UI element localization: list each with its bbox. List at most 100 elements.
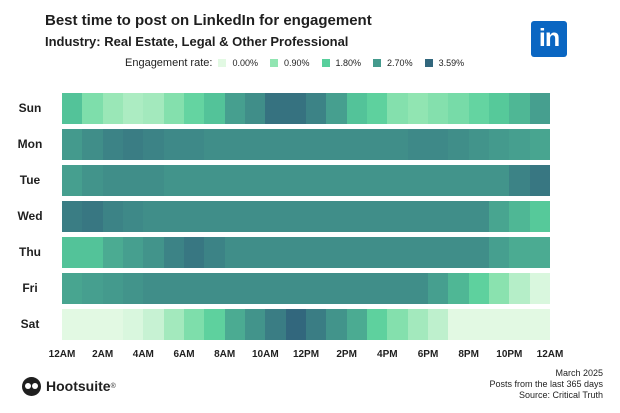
heatmap-row: [62, 165, 550, 196]
heatmap-cell: [366, 309, 388, 340]
heatmap-cell: [143, 129, 164, 160]
x-tick-label: 2PM: [336, 349, 357, 360]
heatmap-cell: [427, 129, 449, 160]
heatmap-cell: [224, 309, 245, 340]
chart-title: Best time to post on LinkedIn for engage…: [45, 12, 372, 29]
heatmap-cell: [285, 309, 306, 340]
heatmap-cell: [265, 165, 286, 196]
footer-notes: March 2025 Posts from the last 365 days …: [489, 368, 603, 401]
heatmap-cell: [407, 237, 428, 268]
heatmap-cell: [244, 129, 266, 160]
heatmap-cell: [143, 309, 164, 340]
heatmap-cell: [122, 165, 144, 196]
heatmap-cell: [143, 93, 164, 124]
heatmap-cell: [488, 273, 510, 304]
heatmap-cell: [183, 93, 205, 124]
heatmap-cell: [529, 93, 550, 124]
heatmap-cell: [305, 165, 327, 196]
heatmap-cell: [346, 273, 367, 304]
heatmap-cell: [204, 129, 225, 160]
heatmap-cell: [427, 165, 449, 196]
heatmap-cell: [387, 165, 408, 196]
heatmap-cell: [387, 201, 408, 232]
heatmap-cell: [448, 273, 469, 304]
heatmap-cell: [468, 237, 489, 268]
legend-label: 0.00%: [232, 58, 258, 68]
heatmap-cell: [529, 309, 550, 340]
chart-subtitle: Industry: Real Estate, Legal & Other Pro…: [45, 34, 349, 49]
heatmap-cell: [265, 93, 286, 124]
heatmap-cell: [346, 309, 367, 340]
heatmap-cell: [204, 273, 225, 304]
heatmap-cell: [366, 201, 388, 232]
heatmap-cell: [346, 201, 367, 232]
heatmap-cell: [244, 165, 266, 196]
heatmap-cell: [448, 93, 469, 124]
legend-swatch: [218, 59, 227, 67]
day-label: Sat: [20, 317, 40, 331]
linkedin-logo-text: in: [538, 24, 560, 52]
heatmap-cell: [163, 165, 184, 196]
heatmap-cell: [82, 273, 103, 304]
heatmap-cell: [244, 237, 266, 268]
heatmap-cell: [326, 273, 347, 304]
heatmap-cell: [488, 237, 510, 268]
heatmap-cell: [529, 201, 550, 232]
heatmap-cell: [183, 201, 205, 232]
day-label: Mon: [17, 137, 43, 151]
brand-mark: ®: [110, 382, 116, 390]
heatmap-cell: [244, 201, 266, 232]
heatmap-cell: [468, 273, 489, 304]
heatmap-cell: [183, 237, 205, 268]
heatmap-cell: [163, 93, 184, 124]
heatmap-cell: [122, 93, 144, 124]
heatmap-cell: [509, 165, 530, 196]
x-tick-label: 10AM: [251, 349, 279, 360]
heatmap-cell: [102, 309, 123, 340]
heatmap-cell: [448, 309, 469, 340]
heatmap-cell: [468, 201, 489, 232]
heatmap-cell: [305, 273, 327, 304]
linkedin-logo-icon: in: [531, 21, 567, 57]
heatmap-cell: [224, 129, 245, 160]
heatmap-cell: [285, 201, 306, 232]
footer-period: Posts from the last 365 days: [489, 379, 603, 389]
legend-item: 0.00%: [218, 58, 258, 68]
heatmap-cell: [143, 273, 164, 304]
heatmap-cell: [285, 237, 306, 268]
legend-item: 2.70%: [373, 58, 413, 68]
heatmap-cell: [448, 201, 469, 232]
heatmap-cell: [122, 273, 144, 304]
x-tick-label: 6AM: [173, 349, 195, 360]
legend-label: 0.90%: [283, 58, 310, 68]
heatmap-cell: [488, 165, 510, 196]
heatmap-cell: [102, 201, 123, 232]
heatmap-cell: [366, 165, 388, 196]
heatmap-row: [62, 129, 550, 160]
legend-label: 3.59%: [438, 58, 465, 68]
heatmap-cell: [529, 237, 550, 268]
heatmap-cell: [62, 237, 83, 268]
heatmap-cell: [488, 93, 510, 124]
heatmap-cell: [488, 201, 510, 232]
heatmap-cell: [122, 309, 144, 340]
heatmap-cell: [204, 165, 225, 196]
heatmap-cell: [183, 129, 205, 160]
day-label: Wed: [17, 209, 43, 223]
footer-source: Source: Critical Truth: [518, 390, 603, 400]
heatmap-cell: [407, 93, 428, 124]
heatmap-row: [62, 237, 550, 268]
legend-swatch: [373, 59, 382, 67]
heatmap-cell: [305, 237, 327, 268]
x-tick-label: 10PM: [496, 349, 523, 360]
heatmap-cell: [62, 129, 83, 160]
heatmap-cell: [509, 309, 530, 340]
heatmap-cell: [509, 93, 530, 124]
heatmap-row: [62, 273, 550, 304]
heatmap-cell: [326, 201, 347, 232]
heatmap-cell: [427, 93, 449, 124]
heatmap-cell: [204, 201, 225, 232]
heatmap-cell: [488, 309, 510, 340]
heatmap-cell: [285, 129, 306, 160]
heatmap-cell: [529, 165, 550, 196]
